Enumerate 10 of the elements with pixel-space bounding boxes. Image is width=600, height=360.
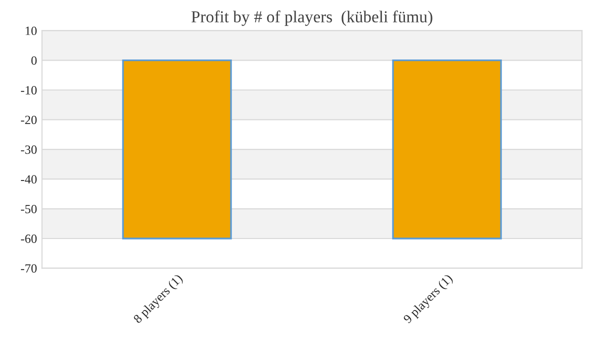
y-tick-label: -40 [20,175,37,184]
y-tick-label: -10 [20,86,37,94]
y-tick-label: -20 [20,116,37,124]
y-tick-label: -30 [20,145,37,154]
y-tick-label: -50 [20,204,37,214]
y-tick-label: -70 [20,264,37,273]
y-tick-label: 0 [31,56,37,65]
y-tick-label: -60 [20,234,37,243]
chart-title: Profit by # of players (kübeli fümu) [191,10,432,26]
y-tick-label: 10 [26,26,37,36]
